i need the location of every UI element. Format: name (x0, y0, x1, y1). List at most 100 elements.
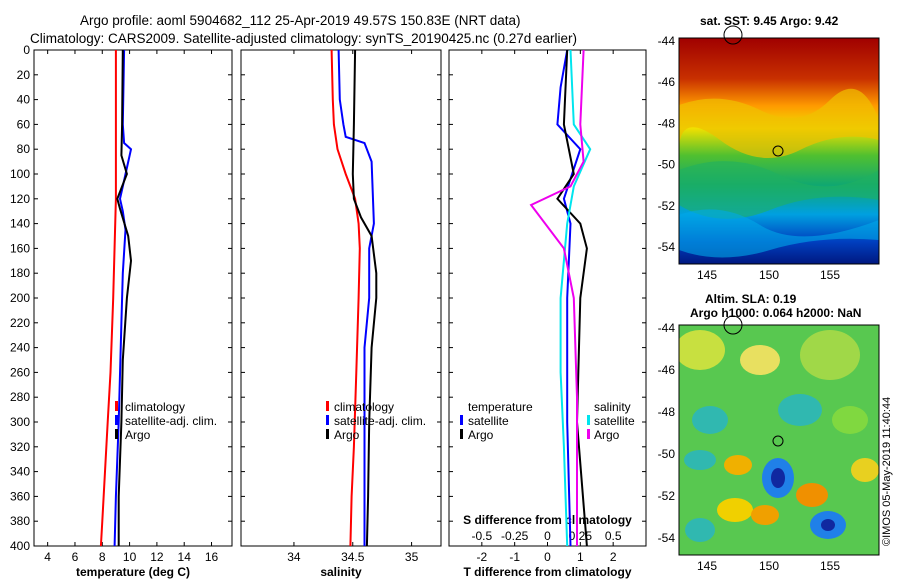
legend-s-satellite: satellite (594, 414, 635, 428)
series-argo (351, 49, 378, 547)
x-tick-label: 0 (544, 550, 551, 564)
sla-blob (832, 406, 868, 434)
legend-swatch-s-satellite (587, 415, 590, 425)
legend-swatch-satellite (115, 415, 118, 425)
legend-swatch-t-satellite (460, 415, 463, 425)
plot-frame (240, 49, 442, 547)
sla-map (678, 315, 880, 556)
y-tick-label: 220 (10, 316, 30, 330)
y-tick-label: 300 (10, 415, 30, 429)
map1-x-tick-label: 150 (759, 268, 779, 282)
map2-y-tick-label: -54 (658, 531, 676, 545)
legend-argo: Argo (334, 428, 360, 442)
series-t-satellite (556, 49, 582, 547)
series-climatology (99, 50, 117, 547)
x-tick-label: 10 (123, 550, 137, 564)
series-s-satellite (559, 49, 592, 547)
legend-swatch-argo (326, 429, 329, 439)
legend-satellite-adj: satellite-adj. clim. (125, 414, 217, 428)
map2-y-tick-label: -52 (658, 489, 676, 503)
x-tick-label: 14 (178, 550, 192, 564)
legend-argo: Argo (125, 428, 151, 442)
x-tick-label: 4 (44, 550, 51, 564)
map1-y-tick-label: -46 (658, 75, 676, 89)
legend-t-argo: Argo (468, 428, 494, 442)
x2-tick-label: -0.5 (471, 529, 492, 543)
legend-swatch-climatology (115, 401, 118, 411)
map2-y-tick-label: -46 (658, 363, 676, 377)
y-tick-label: 20 (17, 68, 31, 82)
sst-map (678, 25, 880, 265)
legend-swatch-t-argo (460, 429, 463, 439)
series-t-argo (556, 49, 588, 547)
map2-title1: Altim. SLA: 0.19 (705, 292, 797, 306)
x-tick-label: -1 (509, 550, 520, 564)
y-tick-label: 100 (10, 167, 30, 181)
map2-y-tick-label: -50 (658, 447, 676, 461)
map1-x-tick-label: 155 (820, 268, 840, 282)
y-tick-label: 320 (10, 440, 30, 454)
x2-tick-label: -0.25 (501, 529, 529, 543)
y-tick-label: 60 (17, 117, 31, 131)
y-tick-label: 280 (10, 390, 30, 404)
salinity-legend: climatology satellite-adj. clim. Argo (326, 400, 426, 442)
map2-edge-marker (723, 315, 743, 335)
y-tick-label: 80 (17, 142, 31, 156)
legend-s-argo: Argo (594, 428, 620, 442)
sla-blob (692, 406, 728, 434)
series-satellite-adj-clim- (113, 49, 133, 547)
sla-features (679, 330, 879, 542)
sla-blob (751, 505, 779, 525)
x-tick-label: -2 (476, 550, 487, 564)
sst-map-frame (678, 37, 880, 265)
map2-y-tick-label: -44 (658, 321, 676, 335)
sla-blob (717, 498, 753, 522)
temperature-panel: 0 20 40 60 80 100 120 140 160 180 200 220 240 260 280 3… (10, 43, 233, 579)
timestamp-stamp: ©IMOS 05-May-2019 11:40:44 (881, 397, 893, 546)
sla-blob (684, 450, 716, 470)
x-tick-label: 12 (150, 550, 164, 564)
x2-tick-label: 0.25 (569, 529, 593, 543)
sla-blob (778, 394, 822, 426)
y-tick-label: 140 (10, 217, 30, 231)
x-tick-label: 34.5 (341, 550, 365, 564)
map1-title: sat. SST: 9.45 Argo: 9.42 (700, 14, 839, 28)
legend-t-satellite: satellite (468, 414, 509, 428)
legend-satellite-adj: satellite-adj. clim. (334, 414, 426, 428)
legend-salinity: salinity (594, 400, 631, 414)
series-climatology (330, 49, 361, 547)
sst-cool-band (679, 209, 879, 258)
legend-climatology: climatology (334, 400, 394, 414)
x-axis-label: temperature (deg C) (76, 565, 190, 579)
map1-y-tick-label: -44 (658, 34, 676, 48)
legend-swatch-satellite (326, 415, 329, 425)
y-tick-label: 260 (10, 365, 30, 379)
map1-y-tick-label: -48 (658, 116, 676, 130)
y-tick-label: 380 (10, 514, 30, 528)
x-tick-label: 16 (205, 550, 219, 564)
sst-warm-band (679, 88, 879, 158)
series-argo (116, 49, 133, 546)
map2-x-tick-label: 155 (820, 559, 840, 573)
series-s-argo (529, 49, 585, 546)
sla-blob (796, 483, 828, 507)
sst-mid-band (679, 161, 879, 219)
sla-map-frame (678, 324, 880, 556)
y-tick-label: 160 (10, 241, 30, 255)
salinity-panel: 34 34.5 35 salinity (240, 49, 442, 579)
y-tick-label: 0 (23, 43, 30, 57)
sst-features (679, 88, 879, 258)
y-tick-label: 180 (10, 266, 30, 280)
plot-frame (33, 49, 233, 547)
temperature-legend: climatology satellite-adj. clim. Argo (115, 400, 217, 442)
y-tick-label: 200 (10, 291, 30, 305)
map2-x-tick-label: 145 (697, 559, 717, 573)
argo-position-marker (772, 145, 784, 157)
map1-y-tick-label: -54 (658, 240, 676, 254)
legend-temperature: temperature (468, 400, 533, 414)
sla-blob (800, 330, 860, 380)
x-tick-label: 1 (577, 550, 584, 564)
sla-blob (679, 330, 725, 370)
difference-panel: -2 -1 0 1 2 -0.5 -0.25 0 0.25 0.5 S difference fro… (448, 49, 647, 579)
